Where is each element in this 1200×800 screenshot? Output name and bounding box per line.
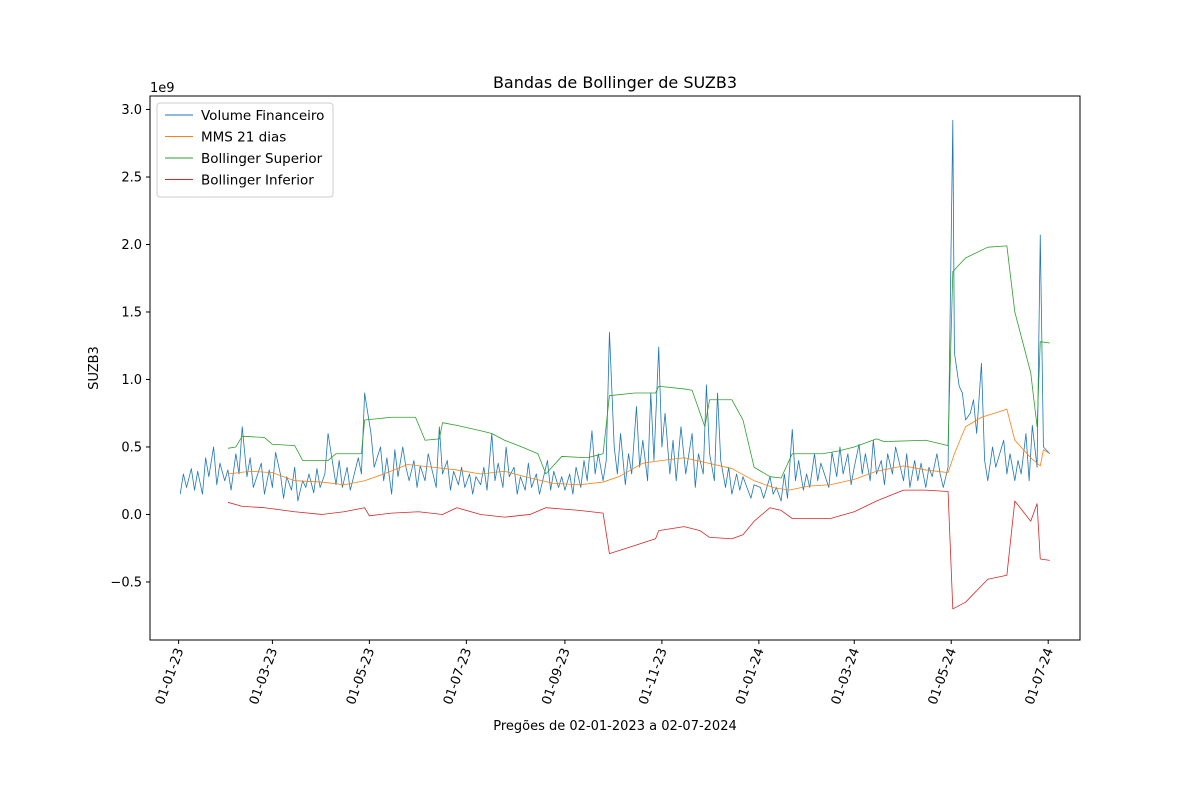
plot-series [179, 119, 1051, 610]
legend: Volume Financeiro MMS 21 dias Bollinger Su… [156, 102, 334, 198]
chart-title: Bandas de Bollinger de SUZB3 [493, 73, 737, 92]
y-tick-label: 1.5 [121, 305, 142, 320]
y-tick-label: 2.0 [121, 238, 142, 253]
y-tick-label: −0.5 [110, 575, 142, 590]
legend-entry: Bollinger Inferior [201, 173, 314, 189]
y-offset-label: 1e9 [150, 81, 175, 96]
series-line-1 [227, 408, 1051, 491]
legend-entry: MMS 21 dias [201, 130, 286, 146]
plot-frame [149, 95, 1081, 641]
y-axis: −0.5 0.0 0.5 1.0 1.5 2.0 2.5 3.0 [110, 103, 150, 590]
legend-entry: Bollinger Superior [201, 151, 323, 167]
series-line-0 [179, 119, 1051, 502]
y-tick-label: 0.0 [121, 508, 142, 523]
y-tick-label: 1.0 [121, 373, 142, 388]
y-tick-label: 3.0 [121, 103, 142, 118]
y-axis-label: SUZB3 [87, 346, 102, 390]
y-tick-label: 0.5 [121, 440, 142, 455]
series-line-3 [227, 489, 1050, 610]
legend-entry: Volume Financeiro [201, 108, 324, 124]
x-axis-label: Pregões de 02-01-2023 a 02-07-2024 [493, 719, 737, 734]
legend-box [156, 102, 334, 198]
series-line-2 [227, 245, 1050, 479]
y-tick-label: 2.5 [121, 170, 142, 185]
